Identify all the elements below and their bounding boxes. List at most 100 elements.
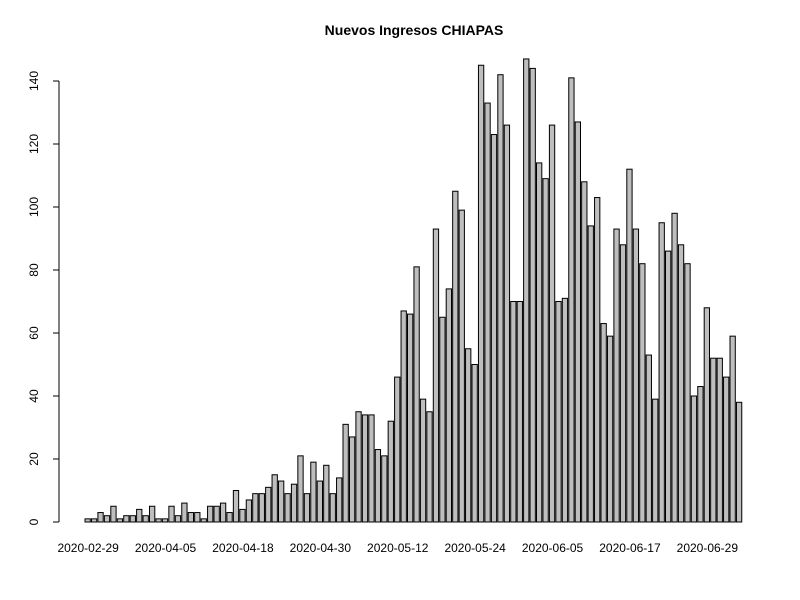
bar: [136, 508, 143, 523]
bar: [445, 288, 453, 523]
bar: [529, 67, 536, 523]
bar: [677, 244, 685, 523]
bar: [465, 348, 472, 523]
x-tick-label: 2020-04-18: [212, 541, 274, 555]
bar: [548, 124, 556, 523]
bar: [516, 301, 523, 523]
bar: [619, 244, 627, 523]
bar: [155, 518, 162, 523]
bar: [594, 197, 601, 523]
bar: [278, 480, 285, 523]
bars: [84, 58, 743, 523]
bar: [658, 222, 665, 523]
bar: [355, 411, 362, 523]
y-tick-label: 0: [27, 518, 41, 525]
bar: [368, 414, 375, 523]
bar: [129, 515, 136, 523]
chart-title: Nuevos Ingresos CHIAPAS: [325, 22, 504, 38]
x-tick-label: 2020-06-17: [599, 541, 661, 555]
bar: [213, 505, 220, 523]
bar: [510, 301, 517, 523]
bar: [690, 395, 698, 523]
x-tick-label: 2020-06-29: [677, 541, 739, 555]
bar: [290, 483, 298, 523]
bar: [536, 162, 543, 523]
bar: [671, 212, 678, 523]
bar: [568, 77, 575, 523]
bar: [142, 515, 149, 523]
bar: [103, 515, 111, 523]
bar: [561, 297, 569, 523]
y-tick-label: 100: [27, 197, 41, 217]
bar: [652, 398, 659, 523]
bar: [161, 518, 169, 523]
bar: [116, 518, 124, 523]
bar: [555, 301, 562, 523]
y-tick-label: 40: [27, 389, 41, 403]
bar: [639, 263, 646, 523]
bar: [245, 499, 253, 523]
x-tick-label: 2020-04-05: [135, 541, 197, 555]
bar: [110, 505, 117, 523]
bar: [265, 486, 272, 523]
bar: [336, 477, 343, 523]
bar: [716, 357, 723, 523]
bar: [174, 515, 182, 523]
bar: [232, 490, 240, 523]
bar: [297, 455, 304, 523]
bar: [361, 414, 369, 523]
x-tick-label: 2020-05-24: [444, 541, 506, 555]
bar: [703, 307, 711, 523]
bar: [439, 316, 446, 523]
bar: [97, 512, 104, 523]
bar: [194, 512, 201, 523]
bar: [574, 121, 582, 523]
bar: [394, 376, 401, 523]
bar: [684, 263, 691, 523]
y-tick-label: 20: [27, 452, 41, 466]
bar: [303, 493, 311, 523]
y-tick-label: 60: [27, 326, 41, 340]
x-axis: 2020-02-29 2020-04-05 2020-04-18 2020-04-30…: [57, 541, 738, 555]
bar: [606, 335, 614, 523]
bar: [149, 505, 156, 523]
x-tick-label: 2020-06-05: [522, 541, 584, 555]
bar: [626, 168, 633, 523]
bar: [426, 411, 433, 523]
bar: [342, 423, 349, 523]
bar: [523, 58, 530, 523]
bar: [484, 102, 491, 523]
bar: [497, 74, 504, 523]
bar: [323, 464, 330, 523]
bar: [503, 124, 511, 523]
bar: [374, 449, 382, 523]
bar: [542, 178, 549, 523]
bar: [316, 480, 324, 523]
bar: [84, 518, 91, 523]
bar: [258, 493, 265, 523]
bar: [219, 502, 227, 523]
y-tick-label: 140: [27, 71, 41, 91]
bar: [400, 310, 407, 523]
y-tick-label: 120: [27, 134, 41, 154]
bar: [252, 493, 259, 523]
bar: [735, 401, 743, 523]
bar: [723, 376, 730, 523]
bar: [581, 181, 588, 523]
bar: [729, 335, 736, 523]
bar: [645, 354, 652, 523]
bar: [600, 323, 607, 523]
bar: [181, 502, 188, 523]
bar: [490, 134, 498, 523]
bar: [207, 505, 214, 523]
bar: [329, 493, 336, 523]
x-tick-label: 2020-04-30: [290, 541, 352, 555]
bar: [168, 505, 175, 523]
bar: [471, 364, 478, 523]
bar: [387, 420, 394, 523]
bar: [284, 493, 291, 523]
bar: [90, 518, 98, 523]
bar: [452, 190, 459, 523]
bar: [587, 225, 594, 523]
